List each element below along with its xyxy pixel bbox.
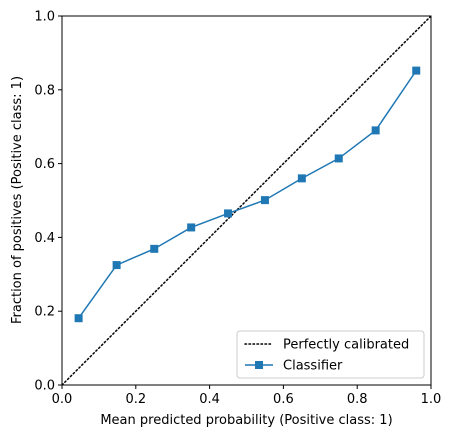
data-point-1-3: [187, 223, 196, 232]
legend-label-1: Classifier: [283, 359, 343, 374]
legend-marker-1: [255, 361, 263, 369]
legend-label-0: Perfectly calibrated: [283, 338, 409, 353]
y-tick-label-3: 0.6: [34, 157, 55, 172]
y-tick-label-4: 0.8: [34, 83, 55, 98]
y-axis-title: Fraction of positives (Positive class: 1…: [10, 76, 25, 324]
x-axis-title: Mean predicted probability (Positive cla…: [100, 413, 392, 428]
x-tick-label-1: 0.2: [125, 392, 146, 407]
axes: 0.0 0.2 0.4 0.6 0.8 1.0 0.0 0.2 0.4 0.6 0.8 1.0: [34, 10, 441, 408]
y-tick-label-2: 0.4: [34, 231, 55, 246]
y-tick-label-5: 1.0: [34, 10, 55, 25]
plot-area: [61, 15, 432, 386]
data-point-1-5: [260, 196, 269, 205]
data-point-1-9: [412, 66, 421, 75]
x-tick-label-2: 0.4: [199, 392, 220, 407]
data-point-1-1: [112, 261, 121, 270]
x-tick-label-0: 0.0: [52, 392, 73, 407]
data-point-1-2: [150, 244, 159, 253]
legend-box: [236, 330, 425, 379]
x-tick-label-3: 0.6: [273, 392, 294, 407]
legend: Perfectly calibrated Classifier: [236, 330, 425, 379]
y-tick-label-0: 0.0: [34, 379, 55, 394]
data-point-1-7: [334, 154, 343, 163]
data-point-1-0: [74, 314, 83, 323]
series-line-1: [77, 70, 417, 319]
x-tick-label-5: 1.0: [421, 392, 442, 407]
x-tick-label-4: 0.8: [347, 392, 368, 407]
data-point-1-6: [297, 174, 306, 183]
series-line-0: [61, 15, 432, 386]
y-tick-label-1: 0.2: [34, 305, 55, 320]
plot-frame: [61, 15, 432, 386]
data-point-1-8: [371, 126, 380, 135]
data-point-1-4: [224, 209, 233, 218]
